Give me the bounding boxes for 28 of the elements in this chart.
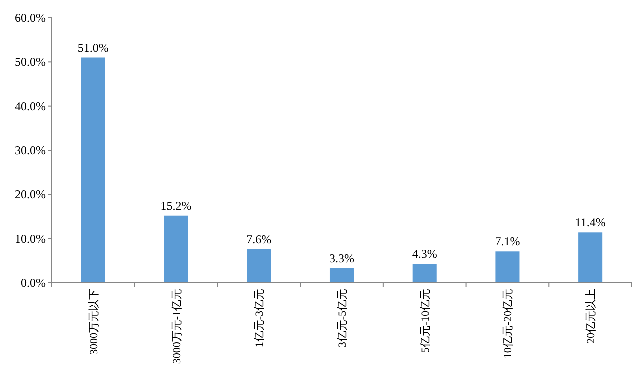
y-tick-label: 40.0% — [15, 99, 46, 114]
x-tick-label: 1亿元-3亿元 — [254, 289, 266, 348]
y-tick-label: 30.0% — [15, 144, 46, 158]
data-label: 11.4% — [575, 216, 606, 230]
data-label: 4.3% — [412, 247, 438, 262]
x-tick-label: 20亿元以上 — [584, 289, 598, 344]
x-tick-label: 5亿元-10亿元 — [420, 289, 432, 354]
bar — [330, 268, 354, 283]
bar — [578, 232, 603, 283]
bar — [164, 216, 188, 283]
data-label: 3.3% — [330, 251, 354, 266]
x-tick-label: 10亿元-20亿元 — [502, 289, 515, 359]
y-tick-label: 20.0% — [15, 188, 46, 202]
data-label: 7.1% — [495, 234, 520, 249]
x-tick-label: 3000万元以下 — [87, 289, 100, 355]
bar — [81, 58, 106, 283]
bar — [412, 264, 437, 283]
y-tick-label: 60.0% — [15, 11, 46, 25]
y-tick-label: 50.0% — [15, 55, 46, 70]
bar — [247, 249, 272, 283]
data-label: 51.0% — [78, 40, 109, 55]
data-label: 15.2% — [160, 198, 192, 213]
bar — [496, 252, 520, 283]
x-tick-label: 3000万元-1亿元 — [171, 289, 184, 364]
data-label: 7.6% — [246, 232, 272, 246]
y-tick-label: 0.0% — [21, 276, 46, 290]
y-tick-label: 10.0% — [15, 232, 46, 246]
x-tick-label: 3亿元-5亿元 — [337, 289, 349, 348]
